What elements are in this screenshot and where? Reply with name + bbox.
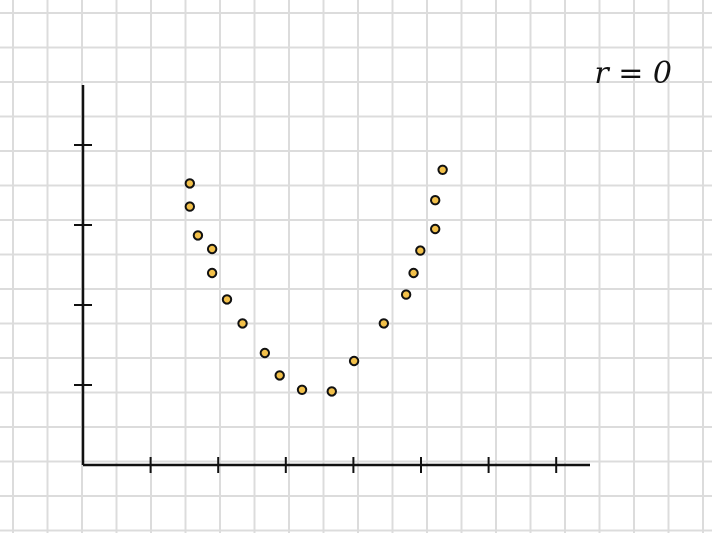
data-point — [348, 355, 360, 367]
data-point — [274, 370, 285, 381]
data-point — [206, 243, 218, 255]
data-point — [378, 318, 390, 329]
data-point — [326, 386, 337, 397]
correlation-label: r = 0 — [594, 56, 672, 91]
data-point — [429, 223, 441, 235]
axes — [81, 85, 590, 467]
data-point — [206, 267, 218, 279]
data-point — [296, 384, 308, 395]
data-points — [184, 164, 448, 397]
ticks — [74, 144, 558, 473]
data-point — [259, 347, 271, 359]
data-point — [237, 318, 248, 329]
data-point — [184, 178, 196, 189]
data-point — [221, 294, 233, 305]
data-point — [408, 267, 419, 279]
data-point — [429, 195, 441, 206]
data-point — [400, 289, 412, 300]
data-point — [192, 230, 204, 241]
data-point — [437, 164, 448, 176]
data-point — [415, 245, 426, 256]
data-point — [184, 201, 196, 212]
